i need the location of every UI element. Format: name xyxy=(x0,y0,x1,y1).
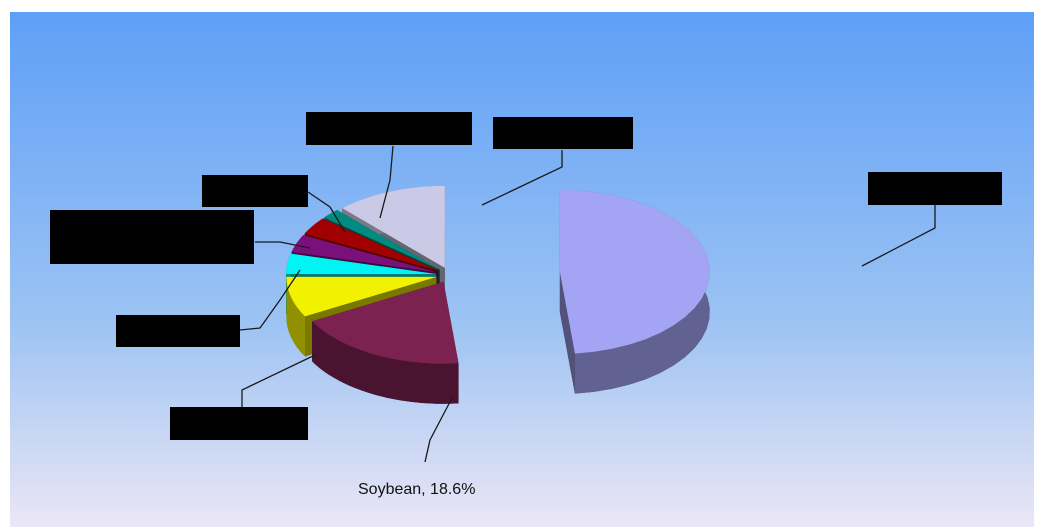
slice xyxy=(324,209,440,270)
redacted-label xyxy=(493,117,633,149)
data-label: Soybean, 18.6% xyxy=(358,481,475,498)
leader-line xyxy=(481,150,563,206)
slice xyxy=(312,281,459,364)
slice xyxy=(286,276,437,317)
slice xyxy=(342,185,445,268)
slice xyxy=(291,235,437,273)
slice-rim xyxy=(312,321,459,404)
redacted-label xyxy=(306,112,472,145)
leader-line xyxy=(861,205,936,267)
leader-line xyxy=(379,145,394,219)
plot-background xyxy=(10,12,1034,527)
redacted-label xyxy=(202,175,308,207)
slice-rim xyxy=(286,276,305,357)
leader-line xyxy=(255,241,311,249)
slice xyxy=(286,253,437,275)
redacted-label xyxy=(50,210,254,264)
redacted-labels xyxy=(50,112,1002,440)
slice xyxy=(559,189,710,354)
slice-wall xyxy=(559,271,575,394)
pie xyxy=(286,185,710,404)
leader-line xyxy=(307,191,346,233)
leader-lines xyxy=(239,145,936,463)
leader-line xyxy=(239,269,301,331)
redacted-label xyxy=(170,407,308,440)
leader-line xyxy=(424,397,453,463)
redacted-label xyxy=(116,315,240,347)
leader-line xyxy=(241,354,316,407)
slice xyxy=(304,218,439,271)
redacted-label xyxy=(868,172,1002,205)
